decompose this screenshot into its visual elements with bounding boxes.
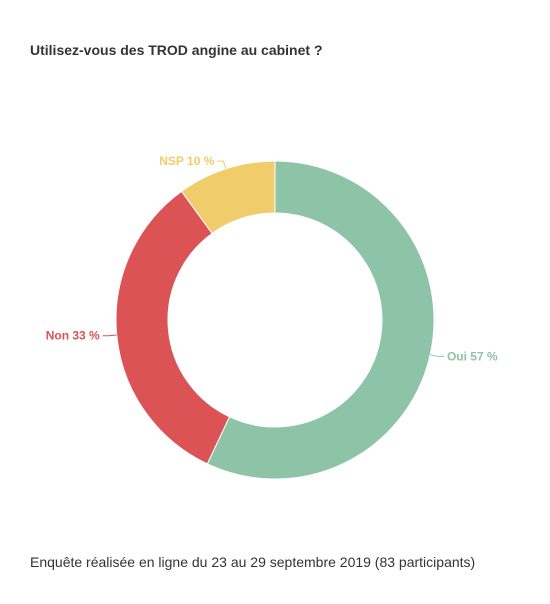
slice-label-oui: Oui 57 % xyxy=(447,349,498,363)
connector-nsp xyxy=(217,160,227,169)
survey-footnote: Enquête réalisée en ligne du 23 au 29 se… xyxy=(30,554,476,570)
chart-title: Utilisez-vous des TROD angine au cabinet… xyxy=(30,42,323,58)
donut-labels: Oui 57 % Non 33 % NSP 10 % xyxy=(46,154,498,363)
connector-non xyxy=(102,334,117,337)
donut-chart: Oui 57 % Non 33 % NSP 10 % xyxy=(46,154,498,480)
connector-oui xyxy=(430,354,444,357)
slice-label-nsp: NSP 10 % xyxy=(159,154,214,168)
slice-oui[interactable] xyxy=(206,160,435,480)
slice-nsp[interactable] xyxy=(180,160,276,235)
donut-slices xyxy=(115,160,435,480)
slice-label-non: Non 33 % xyxy=(46,329,100,343)
slice-non[interactable] xyxy=(115,190,231,465)
